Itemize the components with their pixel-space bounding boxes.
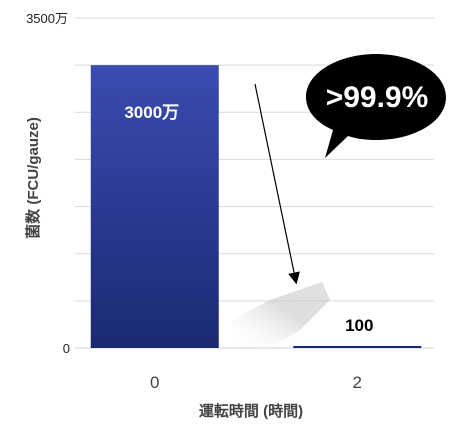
bar-2 <box>293 346 422 348</box>
percentage-callout: >99.9% <box>306 54 446 158</box>
x-tick-label: 0 <box>150 373 159 392</box>
y-axis-title: 菌数 (FCU/gauze) <box>24 117 42 239</box>
arrow-shadow <box>232 282 330 347</box>
data-label: 3000万 <box>124 103 179 122</box>
bar-0 <box>90 65 219 349</box>
x-axis-title: 運転時間 (時間) <box>199 402 303 420</box>
x-tick-label: 2 <box>353 373 362 392</box>
data-label: 100 <box>345 316 373 335</box>
callout-bubble <box>306 54 446 158</box>
bars <box>90 65 422 349</box>
callout-text: >99.9% <box>326 81 429 114</box>
y-tick-label: 3500万 <box>26 11 68 26</box>
decrease-arrow <box>254 83 300 285</box>
y-tick-label: 0 <box>63 341 70 356</box>
data-labels: 3000万 100 <box>124 103 373 335</box>
y-tick-labels: 0 3500万 <box>26 11 70 356</box>
